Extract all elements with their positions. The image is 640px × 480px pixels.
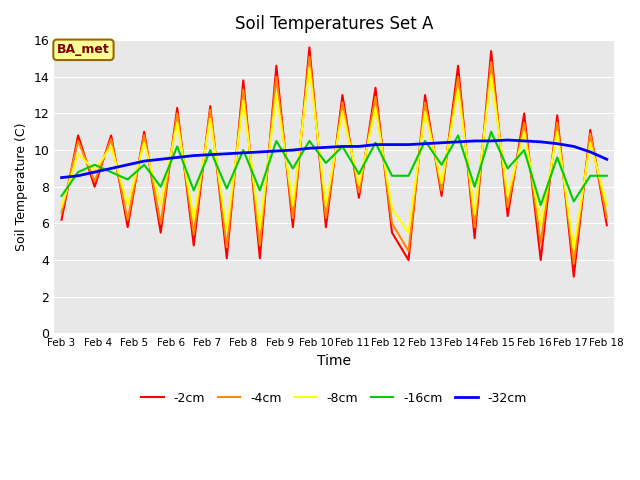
Legend: -2cm, -4cm, -8cm, -16cm, -32cm: -2cm, -4cm, -8cm, -16cm, -32cm: [136, 386, 532, 409]
Text: BA_met: BA_met: [57, 43, 110, 56]
Y-axis label: Soil Temperature (C): Soil Temperature (C): [15, 122, 28, 251]
X-axis label: Time: Time: [317, 354, 351, 368]
Title: Soil Temperatures Set A: Soil Temperatures Set A: [235, 15, 433, 33]
